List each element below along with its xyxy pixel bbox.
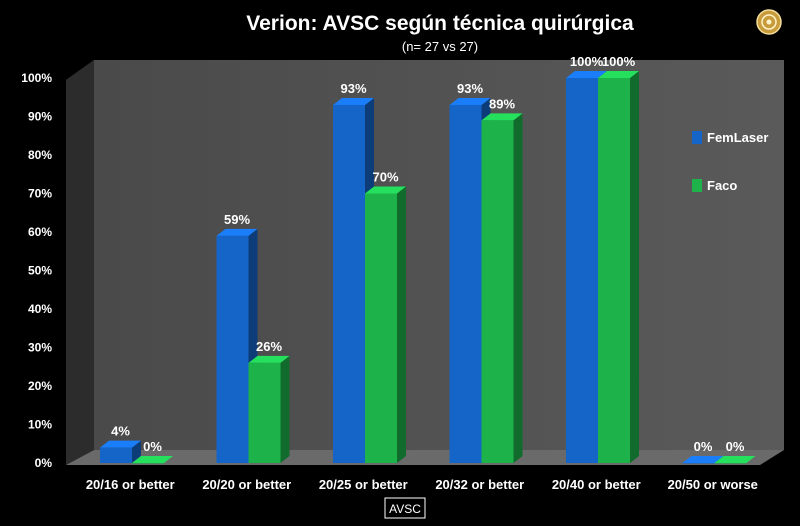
y-tick-label: 100% bbox=[21, 71, 52, 85]
x-category-label: 20/32 or better bbox=[435, 477, 524, 492]
plot-floor bbox=[66, 450, 784, 465]
plot-wall bbox=[94, 60, 784, 450]
data-label-femlaser: 93% bbox=[457, 81, 483, 96]
data-label-faco: 89% bbox=[489, 96, 515, 111]
legend-swatch-femlaser bbox=[692, 131, 702, 144]
bar-front bbox=[682, 463, 715, 464]
bar-side bbox=[397, 186, 406, 463]
bar-side bbox=[280, 355, 290, 463]
bar-front bbox=[333, 104, 365, 463]
x-axis-title: AVSC bbox=[389, 502, 421, 516]
y-tick-label: 30% bbox=[28, 341, 52, 355]
bar-top bbox=[481, 113, 523, 121]
bar-faco-1 bbox=[248, 355, 290, 463]
data-label-faco: 26% bbox=[256, 339, 282, 354]
data-label-faco: 0% bbox=[143, 439, 162, 454]
bar-top bbox=[566, 71, 607, 78]
bar-faco-3 bbox=[481, 113, 523, 463]
y-tick-label: 0% bbox=[35, 456, 53, 470]
y-tick-label: 40% bbox=[28, 302, 52, 316]
bar-front bbox=[481, 120, 514, 463]
x-category-label: 20/20 or better bbox=[202, 477, 291, 492]
bar-faco-0 bbox=[132, 456, 173, 464]
bars: 4% 0% 59% 26% 93% 70% 93% 89% 100%100% 0% 0% bbox=[100, 54, 756, 464]
y-tick-label: 20% bbox=[28, 379, 52, 393]
y-tick-label: 10% bbox=[28, 418, 52, 432]
bar-femlaser-5 bbox=[682, 456, 724, 464]
data-label-femlaser: 4% bbox=[111, 424, 130, 439]
bar-faco-4 bbox=[598, 71, 639, 463]
bar-front bbox=[598, 78, 630, 463]
bar-faco-5 bbox=[714, 456, 756, 464]
emblem-icon bbox=[756, 9, 782, 35]
x-category-label: 20/40 or better bbox=[552, 477, 641, 492]
bar-front bbox=[216, 235, 249, 463]
data-label-faco: 100% bbox=[602, 54, 636, 69]
data-label-femlaser: 59% bbox=[224, 212, 250, 227]
y-tick-label: 70% bbox=[28, 187, 52, 201]
data-label-femlaser: 0% bbox=[694, 439, 713, 454]
bar-side bbox=[630, 71, 639, 463]
x-category-label: 20/25 or better bbox=[319, 477, 408, 492]
data-label-femlaser: 93% bbox=[340, 81, 366, 96]
chart-subtitle: (n= 27 vs 27) bbox=[402, 39, 478, 54]
bar-top bbox=[333, 97, 374, 105]
legend-label-femlaser: FemLaser bbox=[707, 130, 768, 145]
chart-title: Verion: AVSC según técnica quirúrgica bbox=[246, 12, 634, 35]
side-wall bbox=[66, 60, 94, 465]
y-tick-label: 50% bbox=[28, 264, 52, 278]
data-label-femlaser: 100% bbox=[570, 54, 604, 69]
x-category-label: 20/50 or worse bbox=[668, 477, 758, 492]
bar-front bbox=[100, 447, 132, 463]
legend-label-faco: Faco bbox=[707, 178, 737, 193]
bar-front bbox=[449, 104, 482, 463]
bar-top bbox=[365, 186, 406, 194]
legend: FemLaser Faco bbox=[692, 130, 768, 193]
bar-front bbox=[132, 463, 164, 464]
bar-faco-2 bbox=[365, 186, 406, 463]
data-label-faco: 70% bbox=[372, 170, 398, 185]
bar-top bbox=[598, 71, 639, 78]
bar-top bbox=[132, 456, 173, 463]
bar-side bbox=[513, 113, 523, 463]
bar-top bbox=[100, 440, 141, 448]
x-category-label: 20/16 or better bbox=[86, 477, 175, 492]
y-tick-label: 90% bbox=[28, 110, 52, 124]
bar-top bbox=[449, 97, 491, 105]
y-tick-label: 60% bbox=[28, 225, 52, 239]
bar-side bbox=[132, 440, 141, 463]
x-axis-categories: 20/16 or better 20/20 or better 20/25 or b… bbox=[86, 477, 758, 492]
bar-front bbox=[566, 78, 598, 463]
bar-top bbox=[248, 355, 290, 363]
legend-swatch-faco bbox=[692, 179, 702, 192]
bar-front bbox=[714, 463, 747, 464]
bar-top bbox=[682, 456, 724, 463]
y-tick-label: 80% bbox=[28, 148, 52, 162]
bar-front bbox=[248, 362, 281, 463]
bar-front bbox=[365, 193, 397, 463]
x-axis-title-box bbox=[384, 497, 426, 519]
data-label-faco: 0% bbox=[726, 439, 745, 454]
bar-top bbox=[714, 456, 756, 463]
bar-top bbox=[216, 228, 258, 236]
bar-femlaser-0 bbox=[100, 440, 141, 463]
y-axis: 0% 10% 20% 30% 40% 50% 60% 70% 80% 90% 100% bbox=[21, 71, 52, 470]
